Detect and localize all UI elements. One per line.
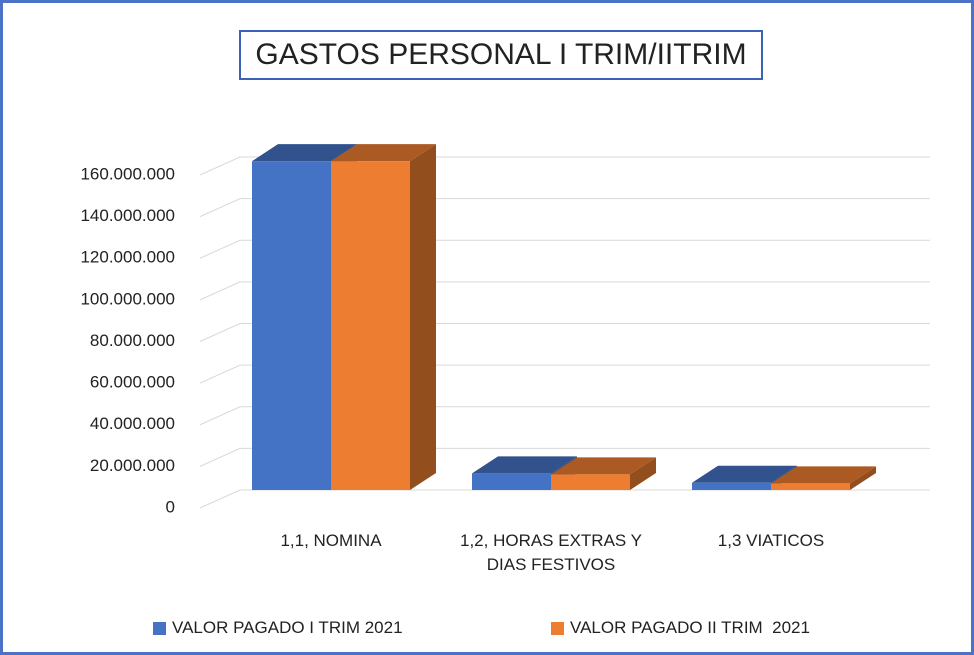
bar [771, 466, 876, 490]
bar-face [410, 144, 436, 490]
bar-face [472, 473, 551, 490]
grid-line [199, 239, 930, 259]
y-tick-label: 160.000.000 [80, 164, 175, 183]
y-tick-label: 120.000.000 [80, 248, 175, 267]
bar-face [771, 466, 876, 484]
y-tick-label: 40.000.000 [90, 414, 175, 433]
y-tick-label: 140.000.000 [80, 206, 175, 225]
grid-line [199, 156, 930, 176]
bar-face [551, 474, 630, 490]
grid-line [199, 447, 930, 467]
x-tick-label: 1,3 VIATICOS [717, 531, 825, 550]
bar-face [692, 465, 797, 483]
y-tick-label: 80.000.000 [90, 331, 175, 350]
legend-label: VALOR PAGADO II TRIM 2021 [570, 618, 810, 637]
grid-line [199, 323, 930, 342]
x-tick-label: 1,2, HORAS EXTRAS Y DIAS FESTIVOS [459, 531, 643, 574]
bar-face [771, 483, 850, 490]
bar-face [252, 144, 357, 162]
y-tick-label: 100.000.000 [80, 289, 175, 308]
grid-line [199, 198, 930, 218]
bar-face [630, 457, 656, 490]
chart-title: GASTOS PERSONAL I TRIM/IITRIM [239, 30, 763, 80]
grid-line [199, 489, 930, 509]
bar-face [551, 457, 656, 475]
y-tick-label: 60.000.000 [90, 373, 175, 392]
y-tick-label: 20.000.000 [90, 456, 175, 475]
legend-label: VALOR PAGADO I TRIM 2021 [172, 618, 403, 637]
bar-face [252, 161, 331, 490]
bar [331, 144, 436, 490]
plot: 0 20.000.000 40.000.000 60.000.000 80.000.00… [80, 144, 930, 516]
bar-face [850, 466, 876, 490]
grid-line [199, 406, 930, 426]
bar-face [331, 144, 436, 162]
grid-line [199, 364, 930, 384]
legend-item: VALOR PAGADO II TRIM 2021 [551, 618, 810, 638]
bar-face [692, 482, 771, 490]
bar [551, 457, 656, 490]
bar-face [331, 161, 410, 490]
legend-swatch [551, 621, 564, 635]
grid-line [199, 281, 930, 301]
legend-item: VALOR PAGADO I TRIM 2021 [153, 618, 403, 638]
bar-face [472, 456, 577, 474]
y-tick-label: 0 [166, 497, 175, 516]
x-tick-label: 1,1, NOMINA [280, 531, 382, 550]
legend-swatch [153, 621, 166, 635]
